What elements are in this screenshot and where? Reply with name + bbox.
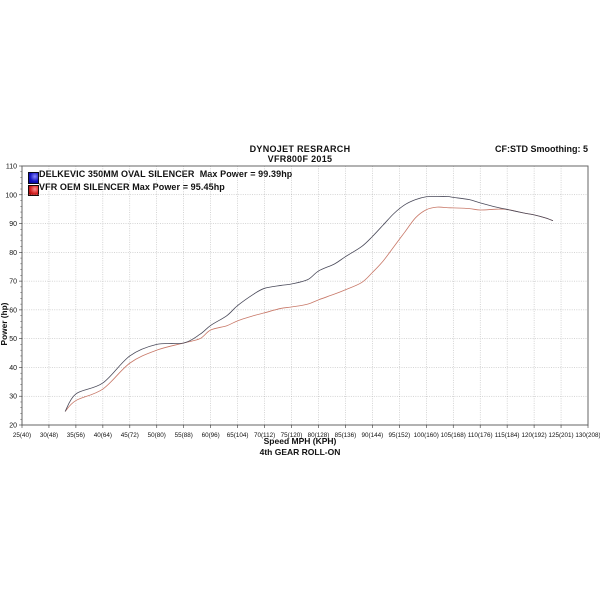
svg-text:45(72): 45(72) <box>121 432 139 439</box>
svg-text:115(184): 115(184) <box>495 432 520 439</box>
svg-text:35(56): 35(56) <box>67 432 85 439</box>
svg-text:50(80): 50(80) <box>148 432 166 439</box>
svg-text:110: 110 <box>6 164 17 171</box>
svg-text:70: 70 <box>9 279 17 286</box>
svg-text:110(176): 110(176) <box>468 432 493 439</box>
svg-text:25(40): 25(40) <box>13 432 31 439</box>
svg-text:95(152): 95(152) <box>388 432 410 439</box>
svg-text:90(144): 90(144) <box>362 432 384 439</box>
svg-text:30: 30 <box>9 394 17 401</box>
svg-text:80: 80 <box>9 250 17 257</box>
svg-text:50: 50 <box>9 336 17 343</box>
svg-text:40(64): 40(64) <box>94 432 112 439</box>
svg-text:130(208): 130(208) <box>575 432 600 439</box>
svg-text:55(88): 55(88) <box>175 432 193 439</box>
svg-text:85(136): 85(136) <box>335 432 357 439</box>
svg-text:60(96): 60(96) <box>202 432 220 439</box>
svg-text:40: 40 <box>9 365 17 372</box>
svg-text:120(192): 120(192) <box>521 432 546 439</box>
svg-text:125(201): 125(201) <box>548 432 573 439</box>
svg-text:65(104): 65(104) <box>227 432 249 439</box>
svg-text:60: 60 <box>9 307 17 314</box>
svg-text:70(112): 70(112) <box>254 432 275 439</box>
svg-text:20: 20 <box>9 423 17 430</box>
svg-text:Power (hp): Power (hp) <box>0 302 9 345</box>
svg-text:100: 100 <box>5 192 17 199</box>
svg-text:80(128): 80(128) <box>308 432 330 439</box>
svg-text:75(120): 75(120) <box>281 432 303 439</box>
svg-text:105(168): 105(168) <box>441 432 466 439</box>
svg-text:90: 90 <box>9 221 17 228</box>
svg-text:100(160): 100(160) <box>414 432 439 439</box>
svg-text:30(48): 30(48) <box>40 432 58 439</box>
